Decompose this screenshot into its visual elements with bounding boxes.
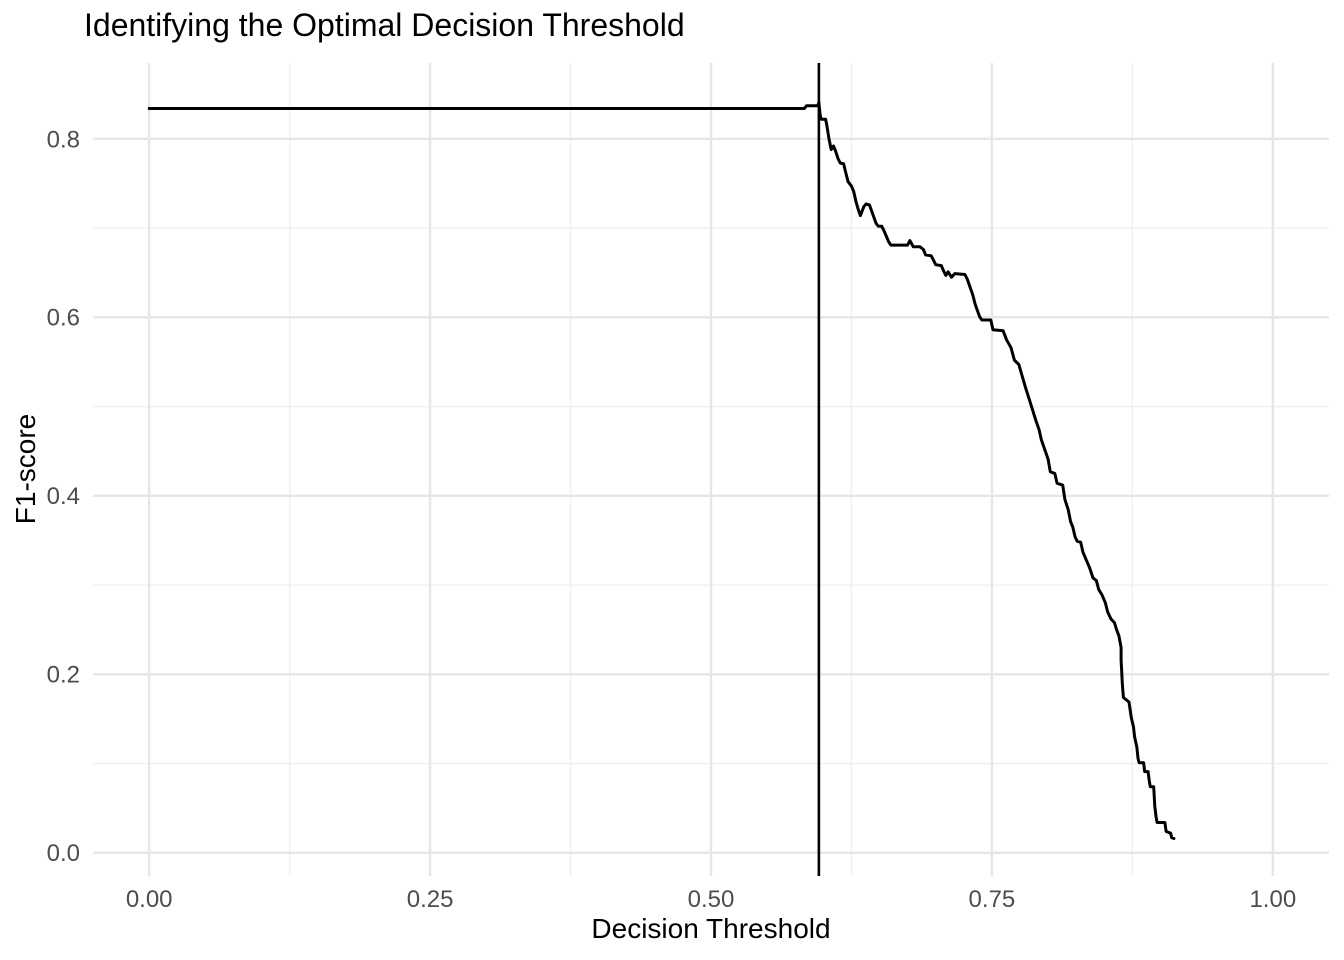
chart-title: Identifying the Optimal Decision Thresho…: [84, 7, 685, 43]
y-tick-label: 0.2: [47, 662, 80, 689]
x-tick-label: 0.25: [407, 886, 454, 913]
y-axis-title: F1-score: [10, 413, 41, 525]
x-tick-label: 0.50: [688, 886, 735, 913]
y-tick-label: 0.8: [47, 126, 80, 153]
x-tick-label: 0.00: [126, 886, 173, 913]
x-axis-title: Decision Threshold: [591, 913, 831, 944]
x-tick-label: 0.75: [969, 886, 1016, 913]
x-tick-label: 1.00: [1249, 886, 1296, 913]
y-tick-label: 0.6: [47, 305, 80, 332]
f1-curve: [147, 100, 1176, 840]
y-tick-label: 0.4: [47, 483, 80, 510]
y-tick-label: 0.0: [47, 840, 80, 867]
